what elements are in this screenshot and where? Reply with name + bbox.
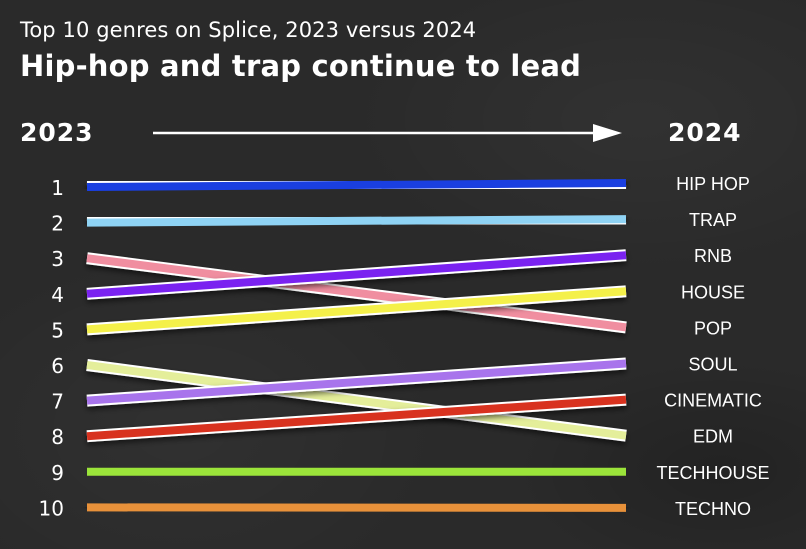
- genre-label: TECHNO: [675, 499, 751, 519]
- genre-label: HOUSE: [681, 282, 745, 302]
- genre-label: SOUL: [688, 355, 737, 375]
- year-2023-label: 2023: [20, 118, 94, 147]
- chart-subtitle: Top 10 genres on Splice, 2023 versus 202…: [20, 18, 477, 42]
- rank-label: 2: [51, 212, 64, 236]
- series-line-stroke: [86, 503, 627, 512]
- series-line-stroke: [86, 287, 627, 334]
- rank-label: 6: [51, 354, 64, 378]
- series-line-hip-hop: [86, 177, 627, 193]
- series-line-stroke: [86, 359, 627, 405]
- series-line-techno: [86, 501, 627, 514]
- genre-label: POP: [694, 318, 732, 338]
- series-line-rnb: [86, 249, 627, 300]
- rank-label: 1: [51, 176, 64, 200]
- year-2024-label: 2024: [668, 118, 742, 147]
- rank-label: 10: [39, 496, 64, 520]
- genre-labels-2024: HIP HOP TRAP RNB HOUSE POP SOUL CINEMATIC EDM TE…: [656, 174, 769, 519]
- series-line-stroke: [86, 179, 627, 191]
- series-line-soul: [86, 357, 627, 407]
- rank-label: 5: [51, 318, 64, 342]
- direction-arrow: [153, 124, 622, 142]
- chart-title: Hip-hop and trap continue to lead: [20, 49, 582, 83]
- rank-label: 4: [51, 283, 64, 307]
- genre-label: TECHHOUSE: [656, 463, 769, 483]
- genre-label: EDM: [693, 427, 733, 447]
- rank-axis-labels: 1 2 3 4 5 6 7 8 9 10: [39, 176, 64, 520]
- series-line-pop: [86, 252, 627, 334]
- series-line-stroke: [86, 215, 627, 227]
- series-line-stroke: [86, 395, 627, 441]
- series-line-stroke: [86, 254, 627, 332]
- series-line-trap: [86, 213, 627, 229]
- genre-label: RNB: [694, 246, 732, 266]
- series-line-stroke: [86, 251, 627, 298]
- genre-label: TRAP: [689, 210, 737, 230]
- genre-label: CINEMATIC: [664, 391, 762, 411]
- rank-label: 9: [51, 461, 64, 485]
- rank-label: 8: [51, 425, 64, 449]
- series-line-cinematic: [86, 393, 627, 443]
- series-line-stroke: [86, 361, 627, 440]
- genre-label: HIP HOP: [676, 174, 750, 194]
- rank-label: 7: [51, 390, 64, 414]
- series-line-edm: [86, 359, 627, 442]
- series-lines: [86, 177, 627, 514]
- rank-label: 3: [51, 247, 64, 271]
- series-line-house: [86, 285, 627, 336]
